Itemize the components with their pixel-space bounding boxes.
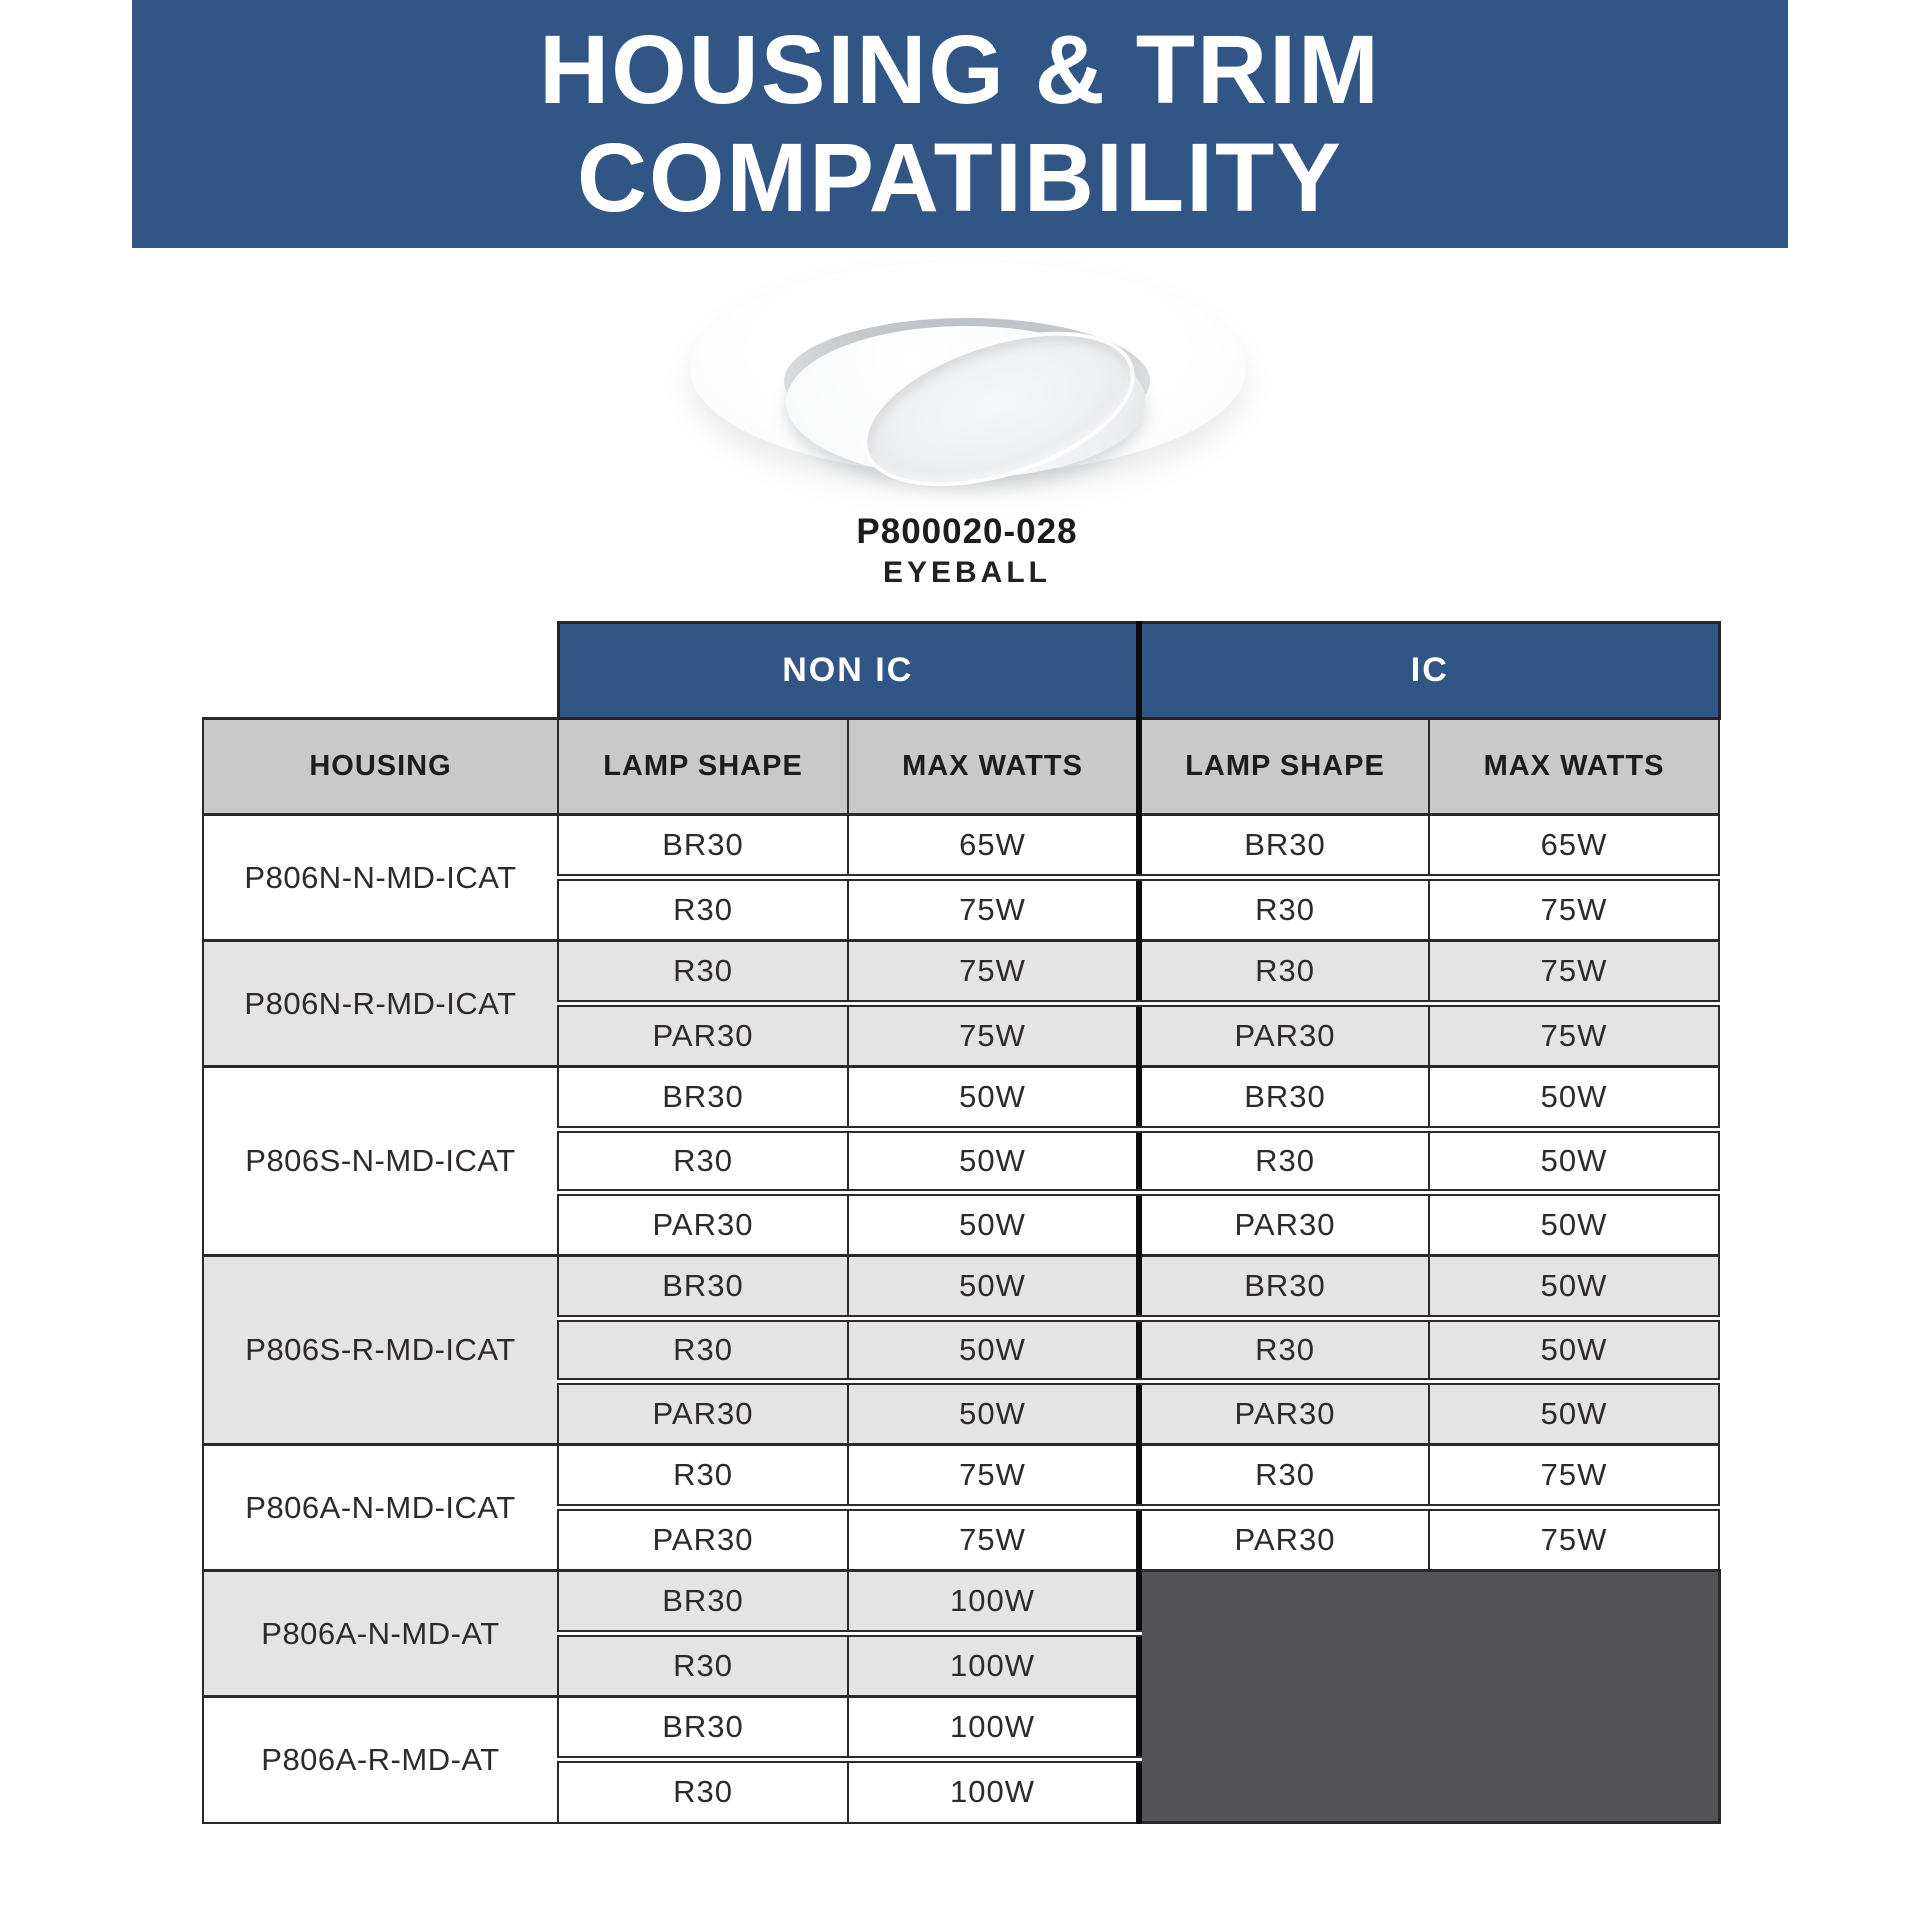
column-header-max-watts-ic: MAX WATTS <box>1428 717 1720 816</box>
compatibility-table: NON IC IC HOUSING LAMP SHAPE MAX WATTS L… <box>202 621 1721 1824</box>
lamp-shape-cell: BR30 <box>557 1065 849 1131</box>
max-watts-cell: 100W <box>847 1630 1140 1698</box>
max-watts-cell: 75W <box>1428 1504 1720 1572</box>
lamp-shape-cell: R30 <box>557 939 849 1005</box>
max-watts-cell: 65W <box>847 813 1140 879</box>
max-watts-cell: 75W <box>847 1443 1140 1509</box>
column-header-max-watts-nonic: MAX WATTS <box>847 717 1140 816</box>
lamp-shape-cell: R30 <box>557 1756 849 1824</box>
max-watts-cell: 100W <box>847 1756 1140 1824</box>
lamp-shape-cell: R30 <box>1136 1315 1430 1383</box>
max-watts-cell: 75W <box>847 1504 1140 1572</box>
lamp-shape-cell: BR30 <box>1136 813 1430 879</box>
housing-cell: P806A-N-MD-AT <box>202 1569 559 1698</box>
group-header-ic: IC <box>1136 621 1721 720</box>
lamp-shape-cell: R30 <box>557 1630 849 1698</box>
lamp-shape-cell: PAR30 <box>1136 1378 1430 1446</box>
lamp-shape-cell: PAR30 <box>557 1378 849 1446</box>
column-header-housing: HOUSING <box>202 717 559 816</box>
max-watts-cell: 75W <box>847 1000 1140 1068</box>
lamp-shape-cell: R30 <box>1136 1443 1430 1509</box>
lamp-shape-cell: R30 <box>557 1315 849 1383</box>
max-watts-cell: 75W <box>1428 1443 1720 1509</box>
housing-cell: P806S-R-MD-ICAT <box>202 1254 559 1446</box>
housing-cell: P806A-R-MD-AT <box>202 1695 559 1824</box>
lamp-shape-cell: R30 <box>1136 874 1430 942</box>
lamp-shape-cell: BR30 <box>1136 1254 1430 1320</box>
lamp-shape-cell: PAR30 <box>557 1504 849 1572</box>
lamp-shape-cell: R30 <box>1136 939 1430 1005</box>
max-watts-cell: 50W <box>1428 1378 1720 1446</box>
lamp-shape-cell: BR30 <box>557 1695 849 1761</box>
ic-not-applicable-cell <box>1136 1569 1721 1824</box>
eyeball-trim-image <box>688 256 1250 517</box>
housing-cell: P806A-N-MD-ICAT <box>202 1443 559 1572</box>
page-title-line2: COMPATIBILITY <box>576 123 1343 232</box>
max-watts-cell: 50W <box>847 1254 1140 1320</box>
header-spacer-cell <box>203 622 558 719</box>
lamp-shape-cell: R30 <box>557 1443 849 1509</box>
max-watts-cell: 75W <box>1428 874 1720 942</box>
lamp-shape-cell: PAR30 <box>557 1000 849 1068</box>
lamp-shape-cell: BR30 <box>557 1254 849 1320</box>
max-watts-cell: 75W <box>1428 1000 1720 1068</box>
max-watts-cell: 50W <box>1428 1189 1720 1257</box>
lamp-shape-cell: PAR30 <box>1136 1000 1430 1068</box>
lamp-shape-cell: R30 <box>1136 1126 1430 1194</box>
max-watts-cell: 50W <box>1428 1254 1720 1320</box>
lamp-shape-cell: BR30 <box>1136 1065 1430 1131</box>
page-title-line1: HOUSING & TRIM <box>539 15 1381 124</box>
lamp-shape-cell: BR30 <box>557 1569 849 1635</box>
max-watts-cell: 50W <box>847 1065 1140 1131</box>
lamp-shape-cell: R30 <box>557 1126 849 1194</box>
group-header-non-ic: NON IC <box>556 621 1141 720</box>
max-watts-cell: 65W <box>1428 813 1720 879</box>
product-code: P800020-028 <box>856 512 1078 551</box>
max-watts-cell: 50W <box>1428 1315 1720 1383</box>
housing-cell: P806N-N-MD-ICAT <box>202 813 559 942</box>
max-watts-cell: 50W <box>847 1126 1140 1194</box>
lamp-shape-cell: PAR30 <box>1136 1504 1430 1572</box>
title-banner: HOUSING & TRIM COMPATIBILITY <box>132 0 1788 248</box>
lamp-shape-cell: PAR30 <box>1136 1189 1430 1257</box>
lamp-shape-cell: BR30 <box>557 813 849 879</box>
column-header-lamp-shape-ic: LAMP SHAPE <box>1136 717 1430 816</box>
product-name: EYEBALL <box>882 556 1051 589</box>
max-watts-cell: 75W <box>847 874 1140 942</box>
housing-cell: P806S-N-MD-ICAT <box>202 1065 559 1257</box>
column-header-lamp-shape-nonic: LAMP SHAPE <box>557 717 849 816</box>
max-watts-cell: 50W <box>847 1189 1140 1257</box>
max-watts-cell: 75W <box>1428 939 1720 1005</box>
max-watts-cell: 50W <box>847 1315 1140 1383</box>
max-watts-cell: 50W <box>1428 1126 1720 1194</box>
max-watts-cell: 75W <box>847 939 1140 1005</box>
lamp-shape-cell: R30 <box>557 874 849 942</box>
max-watts-cell: 100W <box>847 1695 1140 1761</box>
lamp-shape-cell: PAR30 <box>557 1189 849 1257</box>
housing-cell: P806N-R-MD-ICAT <box>202 939 559 1068</box>
max-watts-cell: 100W <box>847 1569 1140 1635</box>
max-watts-cell: 50W <box>847 1378 1140 1446</box>
max-watts-cell: 50W <box>1428 1065 1720 1131</box>
